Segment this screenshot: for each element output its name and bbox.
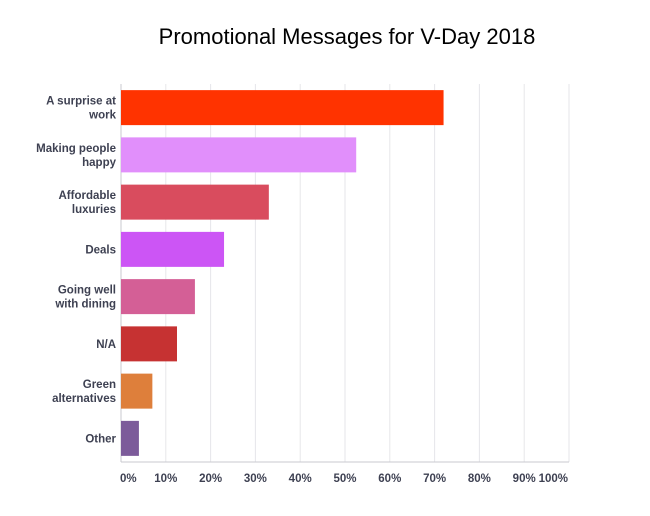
x-tick-label: 100% <box>539 473 568 485</box>
x-tick-label: 50% <box>333 473 356 485</box>
bar <box>121 279 195 315</box>
category-label: Making people happy <box>36 143 116 169</box>
x-tick-label: 40% <box>289 473 312 485</box>
bar <box>121 326 177 362</box>
bar <box>121 184 269 220</box>
bar <box>121 231 225 267</box>
chart-title: Promotional Messages for V-Day 2018 <box>159 24 536 49</box>
category-labels: A surprise at work Making people happy Affor… <box>36 96 116 446</box>
category-label: Other <box>85 433 116 445</box>
category-label: Green alternatives <box>52 379 116 405</box>
category-label: Deals <box>85 244 116 256</box>
bar <box>121 373 153 409</box>
x-tick-label: 0% <box>120 473 137 485</box>
x-tick-label: 80% <box>468 473 491 485</box>
x-tick-label: 20% <box>199 473 222 485</box>
x-tick-label: 60% <box>378 473 401 485</box>
bar <box>121 137 357 173</box>
bars <box>121 90 444 456</box>
x-tick-label: 30% <box>244 473 267 485</box>
category-label: N/A <box>96 339 116 351</box>
category-label: Going well with dining <box>54 285 116 311</box>
x-tick-label: 90% <box>513 473 536 485</box>
x-axis-ticks: 0% 10% 20% 30% 40% 50% 60% 70% 80% 90% 100% <box>120 473 568 485</box>
bar <box>121 90 444 126</box>
x-tick-label: 10% <box>154 473 177 485</box>
bar <box>121 420 139 456</box>
category-label: Affordable luxuries <box>59 190 117 216</box>
x-tick-label: 70% <box>423 473 446 485</box>
category-label: A surprise at work <box>46 96 116 122</box>
